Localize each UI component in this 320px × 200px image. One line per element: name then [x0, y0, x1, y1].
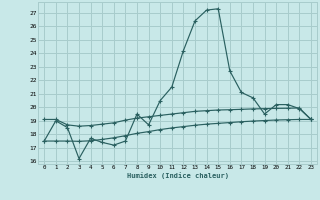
X-axis label: Humidex (Indice chaleur): Humidex (Indice chaleur) — [127, 172, 228, 179]
